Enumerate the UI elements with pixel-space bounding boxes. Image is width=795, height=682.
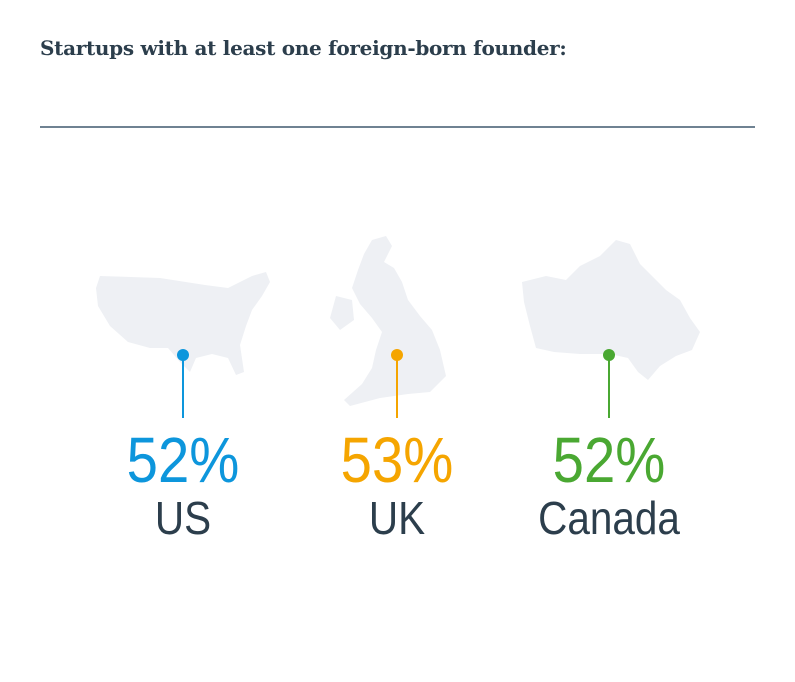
divider (40, 126, 755, 128)
canada-map-icon (522, 240, 700, 380)
pin-stem (608, 358, 610, 418)
pin-stem (396, 358, 398, 418)
stat-label: US (154, 492, 212, 544)
uk-map-icon (330, 236, 446, 406)
chart-title: Startups with at least one foreign-born … (40, 36, 567, 60)
us-map-icon (96, 272, 270, 375)
stat-label: UK (368, 492, 426, 544)
stat-value: 53% (340, 424, 454, 496)
stat-value: 52% (552, 424, 666, 496)
pin-dot-icon (391, 349, 403, 361)
pin-dot-icon (177, 349, 189, 361)
pin-dot-icon (603, 349, 615, 361)
stat-value: 52% (126, 424, 240, 496)
stat-label: Canada (538, 492, 680, 544)
pin-stem (182, 358, 184, 418)
